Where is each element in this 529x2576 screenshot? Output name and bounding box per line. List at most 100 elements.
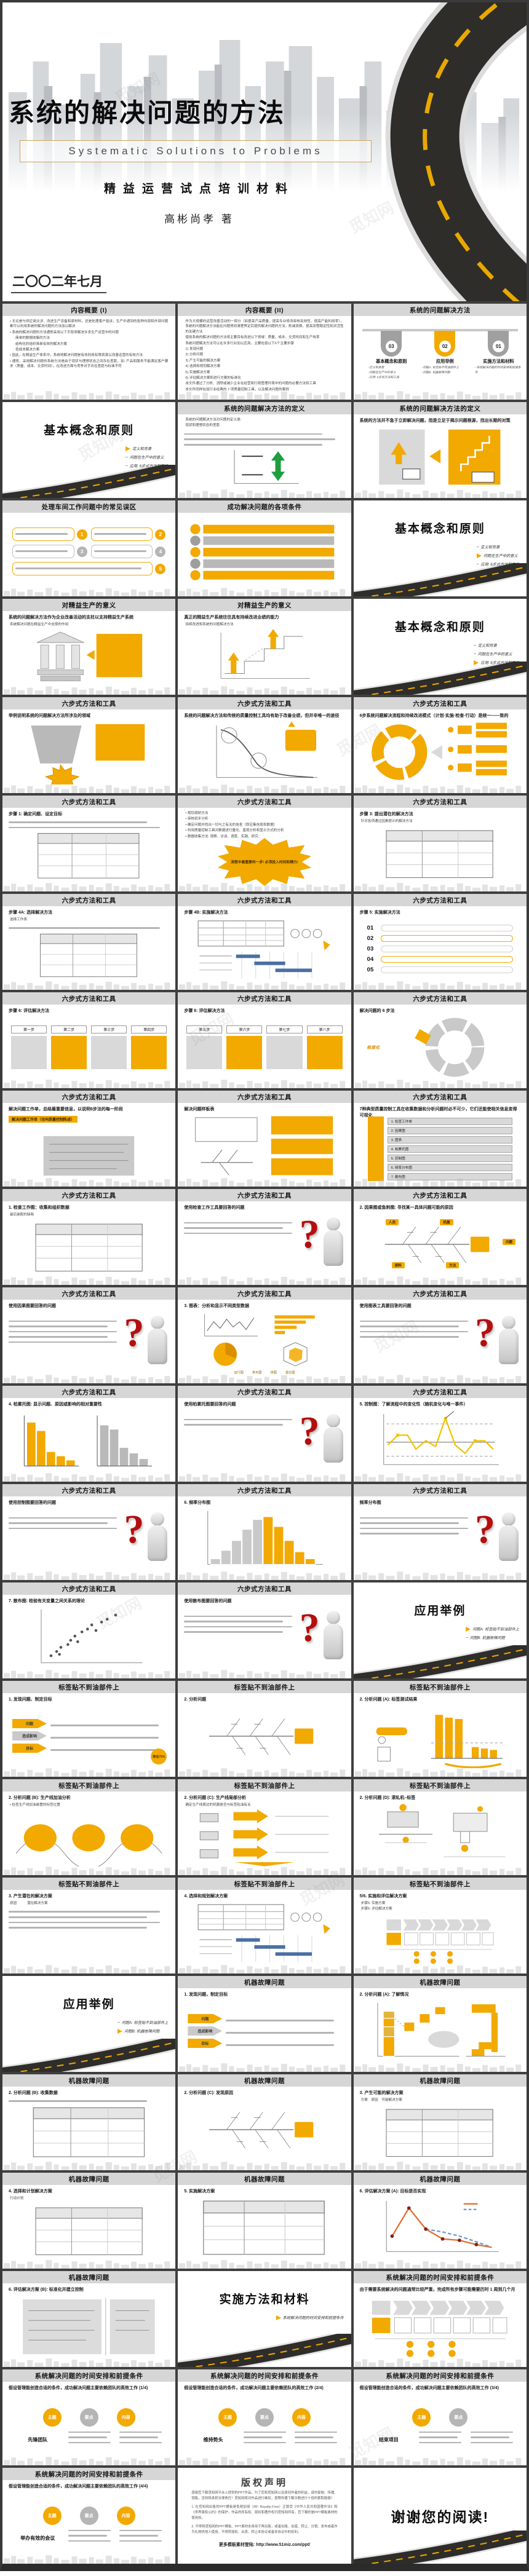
chevron-arrow: 目标	[12, 1744, 47, 1753]
slide-title-bar: 六步式方法和工具	[2, 1287, 176, 1300]
topic-circles: 主题 要点 内容	[9, 2506, 169, 2525]
step-pill	[380, 925, 513, 931]
cycle6-graphic	[415, 1017, 485, 1077]
slide-body: 4. 选择和规划解决方案	[178, 1890, 351, 1973]
ribbon-tag: 01	[488, 331, 509, 357]
slide-title-bar: 六步式方法和工具	[2, 796, 176, 808]
slide-subtitle: 使用图表工具要回答的问题	[359, 1304, 412, 1308]
slide-title: 六步式方法和工具	[413, 896, 467, 904]
table-graphic	[40, 933, 138, 978]
figure-body	[148, 1525, 168, 1561]
question-layout: ?	[184, 1212, 344, 1273]
road-graphic	[2, 2039, 176, 2072]
tag-label: 基本概念和原则	[376, 358, 407, 365]
slide-title-bar: 系统的问题解决方法的定义	[178, 402, 351, 414]
section-item-label: 定义和背景	[477, 644, 497, 648]
slide-visual: ?	[9, 1507, 169, 1571]
slide-subtitle: 举例说明系统的问题解决方法所涉及的领域	[9, 714, 90, 718]
step-card-header: 第八步	[306, 1025, 343, 1033]
figure-body	[323, 1426, 343, 1463]
bullet-item: 系统问题解决方法可以在许多行业加以应用，主要包括以下6个主要步骤	[185, 341, 294, 346]
slide-title-bar: 六步式方法和工具	[353, 1287, 527, 1300]
slide-thumbnail: 标签贴不到油部件上 2. 分析问题	[178, 1681, 351, 1777]
chart-type-labels: 运行图 条形图 饼图 雷达图	[234, 1370, 295, 1375]
dash-marker: –	[117, 2020, 120, 2025]
topic-lines	[419, 2428, 464, 2444]
arrow-row: 问题	[12, 1719, 165, 1728]
text-line-placeholder	[295, 2431, 338, 2433]
slide-body: 2. 分析问题 (B): 收集数据	[2, 2087, 175, 2170]
question-mark-icon: ?	[299, 1408, 320, 1453]
slide-visual: 03 基本概念和原则 –定义和背景 –问题在生产中的意义 –应用: 6步式方法和工具 02…	[360, 318, 521, 391]
text-line-placeholder	[226, 2044, 335, 2046]
section-item-list: 系统解决问题的时间安排和前提条件	[276, 2312, 344, 2323]
fishbone-graphic	[209, 1718, 314, 1755]
chevron-arrow: 目标	[188, 2039, 223, 2048]
slide-title-bar: 六步式方法和工具	[2, 1091, 176, 1103]
slide-thumbnail: 对精益生产的意义 系统的问题解决方法作为企业改善活动的支柱以支持精益生产系统 系统解…	[2, 599, 176, 695]
tag-sublist: –问题A: 标签贴不到油部件上 –问题B: 机器故障问题	[421, 366, 469, 375]
slide-title: 对精益生产的意义	[62, 601, 116, 609]
slide-thumbnail: 成功解决问题的各项条件	[178, 500, 351, 596]
slide-title-bar: 系统的问题解决方法的定义	[353, 402, 527, 414]
tag-subitem: –应用: 6步式方法和工具	[367, 376, 399, 379]
slide-subtitle: 系统的方法并不急于立即解决问题，而是立足于揭示问题根源，找出长期的对策	[359, 419, 511, 423]
misconception-number: 5	[155, 563, 166, 574]
figure-body	[499, 1525, 519, 1561]
arrow-text-lines	[50, 1733, 165, 1739]
slide-visual: 人员 机器 原料 方法 问题	[360, 1212, 520, 1276]
text-line-placeholder	[243, 2431, 286, 2433]
bullet-item: 最后装配的缺陷	[10, 1213, 34, 1217]
slide-thumbnail: 基本概念和原则 – 定义和背景 – 问题在生产中的意义 应用: 6步式方法和工具	[353, 599, 527, 695]
chevron-arrow: 问题	[12, 1719, 47, 1728]
slide-title-bar: 机器故障问题	[178, 2074, 351, 2087]
slide-title-bar: 对精益生产的意义	[178, 599, 351, 611]
figure-head	[502, 1512, 515, 1526]
numbered-step-row: 02	[367, 935, 513, 942]
step-number: 05	[367, 966, 374, 973]
slide-title-bar: 六步式方法和工具	[2, 1484, 176, 1496]
slide-thumbnail: 处理车间工作问题中的常见误区 1 2 3 4 5	[2, 500, 176, 596]
slide-thumbnail: 机器故障问题 4. 选择和计划解决方案 行动计划	[2, 2173, 176, 2269]
text-line-placeholder	[184, 1615, 293, 1618]
slide-thumbnail: 六步式方法和工具 使用检查工作工具要回答的问题?	[178, 1189, 351, 1285]
slide-visual	[184, 1809, 344, 1867]
road-graphic	[178, 2334, 351, 2367]
slide-body: 5. 实施解决方案	[178, 2185, 351, 2269]
slide-body: 3. 产生潜在的解决方案 原因 潜在解决方案	[2, 1890, 175, 1973]
slide-body: 4. 柏累托图: 显示问题、原因或影响的相对重要性	[2, 1398, 175, 1482]
text-line-placeholder	[359, 1527, 468, 1530]
step-card-header: 第三步	[91, 1025, 127, 1033]
slide-title-bar: 系统解决问题的时间安排和前提条件	[353, 2271, 527, 2283]
slide-body	[178, 513, 351, 596]
slide-subtitle: 3. 产生潜在的解决方案	[9, 1894, 52, 1898]
slide-thumbnail: 应用举例 – 问题A: 标签贴不到油部件上 问题B: 机器故障问题	[2, 1976, 176, 2072]
topic-circles: 主题 要点	[360, 2408, 520, 2427]
text-line-placeholder	[295, 2441, 338, 2444]
chart-type-label: 饼图	[270, 1371, 277, 1375]
ribbon-tag: 02	[434, 331, 456, 357]
dash-marker: –	[474, 652, 476, 656]
slide-visual	[9, 2203, 169, 2260]
misconception-item: 1	[12, 527, 87, 541]
slide-title: 机器故障问题	[244, 1978, 285, 1986]
step-number: 03	[367, 946, 374, 952]
slide-visual	[360, 2195, 520, 2260]
hanging-bar	[362, 329, 518, 332]
slide-body: 1. 检查工作图：收集和组织数据 最后装配的缺陷	[2, 1201, 175, 1285]
slide-body: 步骤 6: 评估解决方法 第五步 第六步 第七步 第八步	[178, 1005, 351, 1088]
text-line-placeholder	[184, 1227, 284, 1229]
section-item-label: 问题在生产中的意义	[129, 456, 164, 460]
slide-body: 举例说明系统的问题解决方法所涉及的领域	[2, 709, 175, 793]
slide-visual	[184, 2097, 344, 2162]
slide-subtitle: 2. 分析问题 (D): 滚轧机–标签	[359, 1796, 416, 1800]
text-line-placeholder	[9, 1911, 160, 1913]
bullet-list: • 规划调研方法 • 审核初步分析 • 确定问题并找出一切与之有关的信息（即应集信息…	[184, 810, 344, 840]
slide-body: 版权声明 感谢您下载觅知网平台上提供的PPT作品，为了您和觅知网以及原创作者的利益…	[178, 2468, 351, 2564]
topic-lines	[119, 2526, 164, 2542]
slide-body: 5/6. 实施和评估解决方案 步骤5: 实施方案 步骤6: 评估解决方案	[354, 1890, 527, 1973]
slide-title-bar: 机器故障问题	[353, 1976, 527, 1988]
slide-subtitle: 频率分布图	[359, 1501, 381, 1505]
text-line-placeholder	[184, 1424, 284, 1426]
slide-body: 2. 分析问题 (B): 生产线加油分析 • 检查生产线加油装置的标签位置	[2, 1792, 175, 1875]
